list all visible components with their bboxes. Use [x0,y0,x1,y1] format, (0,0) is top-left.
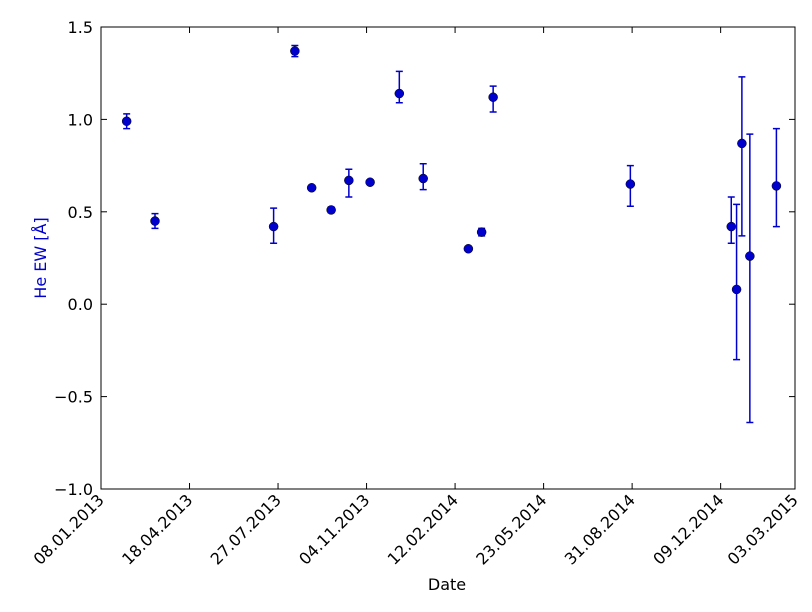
data-point [731,284,742,295]
x-tick-label: 03.03.2015 [724,490,802,568]
error-bar [733,203,741,361]
data-point [394,88,405,99]
error-bar [746,133,754,424]
error-bar [772,127,780,228]
y-tick-label: 0.5 [68,203,93,222]
y-tick-label: −0.5 [54,388,93,407]
error-bar [738,76,746,237]
data-point [418,173,428,184]
x-tick-label: 12.02.2014 [384,490,462,568]
x-tick-label: 23.05.2014 [472,490,550,568]
x-tick-label: 27.07.2013 [207,490,285,568]
y-tick-label: 1.5 [68,18,93,37]
data-point [290,46,300,56]
data-point [476,227,487,237]
data-point [268,221,279,232]
data-point [365,177,375,187]
data-point [344,175,354,186]
data-point [121,116,132,126]
x-tick-label: 08.01.2013 [30,490,108,568]
plot-frame [100,26,796,490]
data-point [488,92,498,102]
data-point [306,183,317,193]
error-bar [727,196,735,244]
data-point [463,244,474,254]
y-tick-label: −1.0 [54,480,93,499]
data-point [726,221,737,232]
data-point [745,251,755,261]
x-tick-label: 09.12.2014 [649,490,727,568]
x-tick-label: 31.08.2014 [561,490,639,568]
data-point [625,179,636,189]
x-axis-label: Date [428,575,466,594]
data-point [150,216,160,226]
data-point [771,181,782,191]
y-axis-label: He EW [Å] [31,217,50,298]
y-tick-label: 0.0 [68,295,93,314]
x-tick-label: 04.11.2013 [295,490,373,568]
data-point [326,205,336,215]
data-point [737,138,747,149]
x-tick-label: 18.04.2013 [118,490,196,568]
y-tick-label: 1.0 [68,110,93,129]
